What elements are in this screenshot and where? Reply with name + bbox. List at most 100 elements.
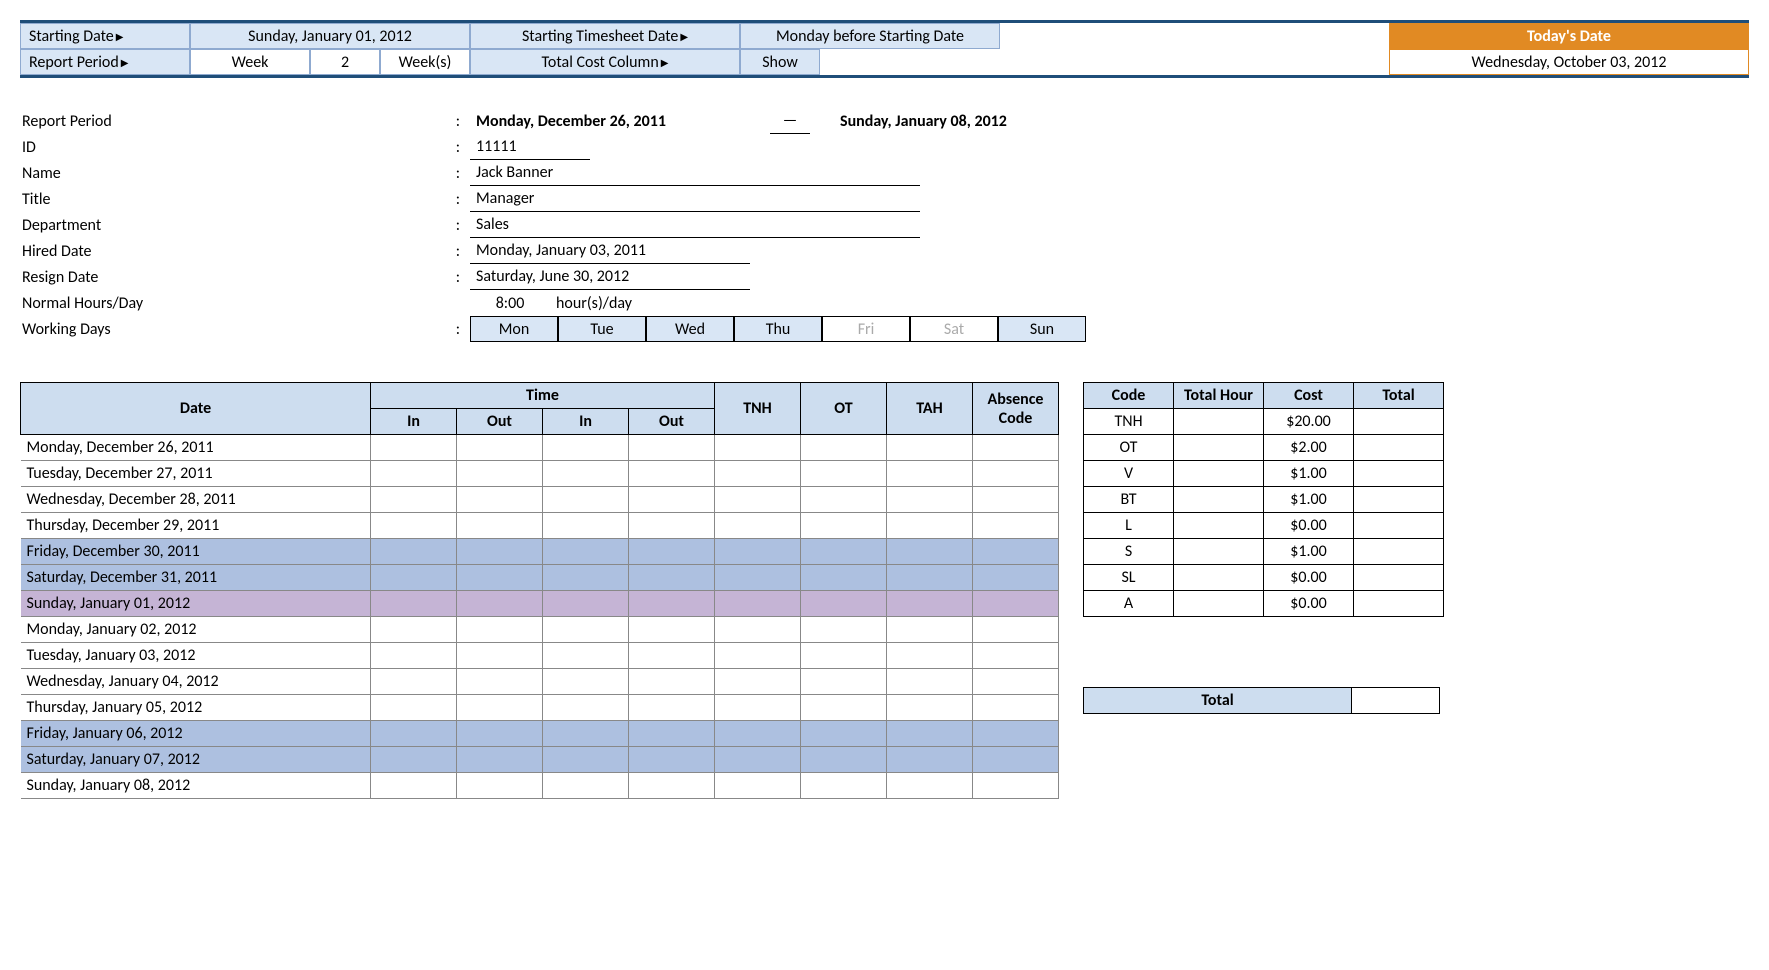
time-cell[interactable] <box>629 669 715 695</box>
time-cell[interactable] <box>973 773 1059 799</box>
time-cell[interactable] <box>457 643 543 669</box>
code-hour[interactable] <box>1174 591 1264 617</box>
time-cell[interactable] <box>457 539 543 565</box>
code-hour[interactable] <box>1174 461 1264 487</box>
code-total[interactable] <box>1354 487 1444 513</box>
code-total[interactable] <box>1354 461 1444 487</box>
time-cell[interactable] <box>887 643 973 669</box>
time-cell[interactable] <box>457 487 543 513</box>
time-cell[interactable] <box>801 643 887 669</box>
total-cost-value[interactable]: Show <box>740 49 820 75</box>
time-cell[interactable] <box>973 669 1059 695</box>
time-cell[interactable] <box>371 591 457 617</box>
time-cell[interactable] <box>457 461 543 487</box>
code-cost[interactable]: $0.00 <box>1264 591 1354 617</box>
code-cost[interactable]: $2.00 <box>1264 435 1354 461</box>
code-total[interactable] <box>1354 435 1444 461</box>
code-cost[interactable]: $20.00 <box>1264 409 1354 435</box>
time-cell[interactable] <box>973 747 1059 773</box>
day-cell-wed[interactable]: Wed <box>646 316 734 342</box>
time-cell[interactable] <box>629 643 715 669</box>
code-total[interactable] <box>1354 513 1444 539</box>
time-cell[interactable] <box>715 721 801 747</box>
time-cell[interactable] <box>715 513 801 539</box>
code-total[interactable] <box>1354 591 1444 617</box>
time-cell[interactable] <box>715 643 801 669</box>
time-cell[interactable] <box>715 487 801 513</box>
time-cell[interactable] <box>801 591 887 617</box>
time-cell[interactable] <box>543 669 629 695</box>
time-cell[interactable] <box>457 617 543 643</box>
time-cell[interactable] <box>629 487 715 513</box>
time-cell[interactable] <box>801 487 887 513</box>
info-dept-value[interactable]: Sales <box>470 212 920 238</box>
time-cell[interactable] <box>457 695 543 721</box>
time-cell[interactable] <box>543 461 629 487</box>
time-cell[interactable] <box>715 539 801 565</box>
info-hired-value[interactable]: Monday, January 03, 2011 <box>470 238 750 264</box>
time-cell[interactable] <box>371 461 457 487</box>
code-hour[interactable] <box>1174 565 1264 591</box>
time-cell[interactable] <box>801 513 887 539</box>
time-cell[interactable] <box>887 461 973 487</box>
day-cell-fri[interactable]: Fri <box>822 316 910 342</box>
time-cell[interactable] <box>801 461 887 487</box>
time-cell[interactable] <box>801 435 887 461</box>
starting-ts-value[interactable]: Monday before Starting Date <box>740 23 1000 49</box>
code-hour[interactable] <box>1174 513 1264 539</box>
time-cell[interactable] <box>629 513 715 539</box>
day-cell-sat[interactable]: Sat <box>910 316 998 342</box>
time-cell[interactable] <box>801 695 887 721</box>
code-hour[interactable] <box>1174 435 1264 461</box>
code-cost[interactable]: $1.00 <box>1264 487 1354 513</box>
time-cell[interactable] <box>629 591 715 617</box>
time-cell[interactable] <box>801 721 887 747</box>
info-name-value[interactable]: Jack Banner <box>470 160 920 186</box>
time-cell[interactable] <box>715 669 801 695</box>
time-cell[interactable] <box>457 591 543 617</box>
time-cell[interactable] <box>629 773 715 799</box>
time-cell[interactable] <box>629 565 715 591</box>
code-cost[interactable]: $0.00 <box>1264 565 1354 591</box>
time-cell[interactable] <box>715 773 801 799</box>
time-cell[interactable] <box>887 487 973 513</box>
time-cell[interactable] <box>887 721 973 747</box>
time-cell[interactable] <box>801 669 887 695</box>
code-hour[interactable] <box>1174 487 1264 513</box>
time-cell[interactable] <box>543 617 629 643</box>
time-cell[interactable] <box>973 487 1059 513</box>
time-cell[interactable] <box>973 513 1059 539</box>
time-cell[interactable] <box>973 591 1059 617</box>
time-cell[interactable] <box>973 539 1059 565</box>
time-cell[interactable] <box>457 773 543 799</box>
time-cell[interactable] <box>371 513 457 539</box>
time-cell[interactable] <box>801 565 887 591</box>
time-cell[interactable] <box>629 617 715 643</box>
time-cell[interactable] <box>715 461 801 487</box>
info-id-value[interactable]: 11111 <box>470 134 590 160</box>
info-resign-value[interactable]: Saturday, June 30, 2012 <box>470 264 750 290</box>
time-cell[interactable] <box>973 435 1059 461</box>
info-normal-value[interactable]: 8:00 <box>470 290 550 316</box>
day-cell-mon[interactable]: Mon <box>470 316 558 342</box>
time-cell[interactable] <box>371 487 457 513</box>
time-cell[interactable] <box>801 539 887 565</box>
time-cell[interactable] <box>973 461 1059 487</box>
code-cost[interactable]: $1.00 <box>1264 461 1354 487</box>
time-cell[interactable] <box>629 721 715 747</box>
time-cell[interactable] <box>629 461 715 487</box>
time-cell[interactable] <box>371 617 457 643</box>
time-cell[interactable] <box>543 773 629 799</box>
time-cell[interactable] <box>543 643 629 669</box>
time-cell[interactable] <box>457 435 543 461</box>
code-hour[interactable] <box>1174 539 1264 565</box>
time-cell[interactable] <box>887 539 973 565</box>
time-cell[interactable] <box>371 565 457 591</box>
time-cell[interactable] <box>887 617 973 643</box>
code-cost[interactable]: $0.00 <box>1264 513 1354 539</box>
time-cell[interactable] <box>973 565 1059 591</box>
time-cell[interactable] <box>715 617 801 643</box>
time-cell[interactable] <box>887 695 973 721</box>
time-cell[interactable] <box>801 773 887 799</box>
time-cell[interactable] <box>543 565 629 591</box>
